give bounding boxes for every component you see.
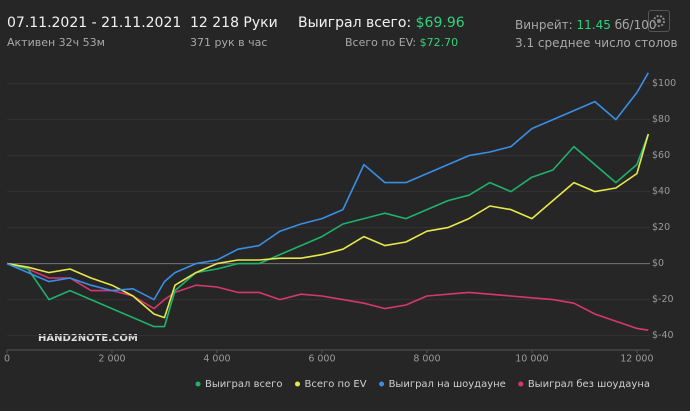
- gear-icon: [653, 15, 665, 27]
- ev-total: Всего по EV: $72.70: [345, 36, 458, 49]
- legend-label: Выиграл всего: [205, 379, 282, 390]
- ev-value: $72.70: [419, 36, 459, 49]
- x-tick-label: 10 000: [515, 354, 548, 365]
- winrate-label: Винрейт:: [515, 18, 573, 32]
- ev-label: Всего по EV:: [345, 36, 417, 49]
- settings-button[interactable]: [648, 10, 670, 32]
- legend-swatch: [379, 381, 385, 387]
- y-tick-label: $80: [652, 114, 670, 125]
- x-tick-label: 2 000: [98, 354, 125, 365]
- x-tick-label: 4 000: [203, 354, 230, 365]
- x-tick-label: 0: [4, 354, 10, 365]
- legend-swatch: [295, 381, 300, 387]
- x-tick-label: 8 000: [413, 354, 440, 365]
- hands: 12 218 Руки: [190, 15, 278, 31]
- winrate-value: 11.45: [576, 18, 611, 32]
- winrate-unit: бб/100: [614, 18, 657, 32]
- won-value: $69.96: [415, 15, 465, 31]
- y-tick-label: $0: [652, 258, 664, 269]
- x-tick-label: 6 000: [308, 354, 335, 365]
- watermark: HAND2NOTE.COM: [38, 333, 138, 344]
- series-line: [6, 133, 650, 319]
- y-tick-label: $20: [652, 222, 670, 233]
- legend-label: Всего по EV: [305, 379, 367, 390]
- won-total: Выиграл всего: $69.96: [298, 15, 465, 31]
- series-line: [6, 72, 650, 301]
- winrate: Винрейт: 11.45 бб/100: [515, 18, 656, 32]
- legend-label: Выиграл на шоудауне: [389, 379, 506, 390]
- won-label: Выиграл всего:: [298, 15, 412, 31]
- y-tick-label: $40: [652, 186, 670, 197]
- series-line: [6, 133, 650, 328]
- hands-per-hour: 371 рук в час: [190, 36, 268, 49]
- legend-label: Выиграл без шоудауна: [528, 379, 650, 390]
- y-tick-label: $-40: [652, 330, 674, 341]
- legend-swatch: [195, 381, 201, 387]
- series-line: [6, 262, 649, 331]
- period: 07.11.2021 - 21.11.2021: [7, 15, 182, 31]
- tables: 3.1 среднее число столов: [515, 36, 678, 50]
- y-tick-label: $60: [652, 150, 670, 161]
- legend-swatch: [518, 381, 524, 387]
- active-time: Активен 32ч 53м: [7, 36, 105, 49]
- y-tick-label: $-20: [652, 294, 674, 305]
- y-tick-label: $100: [652, 78, 676, 89]
- x-tick-label: 12 000: [620, 354, 653, 365]
